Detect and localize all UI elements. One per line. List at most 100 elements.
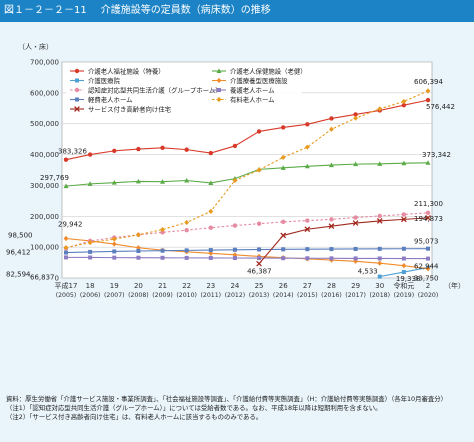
data-label: 96,412 — [6, 248, 31, 256]
data-point — [353, 115, 358, 121]
x-tick-label: 18 — [86, 282, 95, 290]
data-point — [111, 180, 117, 185]
x-tick-label: 30 — [375, 282, 384, 290]
data-point — [401, 98, 407, 105]
data-point — [257, 256, 262, 261]
x-tick-label: 令和元 — [393, 281, 414, 290]
data-label: 4,533 — [358, 268, 378, 276]
line-chart: 0 100,000 200,000 300,000 400,000 500,000 600,… — [6, 59, 465, 300]
data-point — [329, 217, 334, 222]
legend — [66, 64, 302, 114]
data-point — [377, 260, 383, 266]
data-point — [232, 247, 237, 252]
series-line — [65, 212, 429, 249]
x-tick-year: (2010) — [176, 292, 197, 299]
data-point — [184, 219, 190, 226]
data-point — [217, 88, 221, 92]
y-tick-label: 600,000 — [30, 89, 59, 97]
data-point — [305, 122, 310, 127]
y-tick-label: 100,000 — [30, 244, 59, 252]
x-tick-year: (2014) — [273, 292, 294, 299]
data-point — [426, 256, 430, 261]
y-tick-label: 0 — [55, 275, 59, 283]
legend-label: 介護療養型医療施設 — [230, 76, 288, 85]
data-label: 297,769 — [40, 174, 69, 182]
data-point — [136, 255, 141, 260]
data-point — [329, 116, 334, 121]
data-point — [184, 248, 189, 253]
data-point — [257, 247, 262, 252]
x-tick-label: 26 — [279, 282, 288, 290]
data-point — [63, 245, 69, 251]
data-point — [216, 68, 222, 73]
data-label: 29,942 — [58, 221, 83, 229]
data-point — [328, 162, 334, 168]
data-point — [353, 256, 358, 261]
data-point — [256, 129, 262, 134]
x-tick-year: (2019) — [394, 292, 415, 299]
data-point — [136, 146, 141, 152]
data-point — [280, 232, 287, 239]
data-point — [208, 255, 213, 260]
data-point — [74, 87, 80, 93]
data-point — [305, 256, 310, 261]
source-note: 資料：厚生労働省「介護サービス施設・事業所調査」、「社会福祉施設等調査」、「介護… — [6, 395, 448, 403]
y-tick-label: 500,000 — [30, 120, 59, 128]
x-tick-year: (2011) — [201, 292, 222, 299]
y-tick-label: 300,000 — [30, 182, 59, 190]
data-point — [160, 248, 165, 253]
data-point — [353, 246, 358, 251]
data-point — [377, 246, 382, 251]
data-point — [160, 255, 165, 260]
data-point — [160, 226, 165, 233]
data-point — [75, 97, 79, 102]
legend-label: 介護老人福祉施設（特養） — [88, 66, 165, 75]
data-point — [63, 183, 69, 189]
x-tick-label: 28 — [327, 282, 336, 290]
data-point — [184, 255, 189, 260]
chart-notes: 資料：厚生労働省「介護サービス施設・事業所調査」、「社会福祉施設等調査」、「介護… — [6, 395, 468, 422]
series-line — [65, 248, 429, 254]
x-tick-label: 19 — [110, 282, 119, 290]
data-point — [329, 247, 334, 252]
footnote-2: （注2）「サービス付き高齢者向け住宅」は、有料老人ホームに該当するもののみである… — [6, 413, 263, 421]
data-point — [352, 220, 359, 226]
figure-header: 図１－２－２－11 介護施設等の定員数（病床数）の推移 — [0, 0, 474, 22]
data-point — [136, 232, 141, 238]
x-tick-year: (2016) — [321, 292, 342, 299]
data-point — [425, 97, 431, 103]
data-point — [75, 78, 79, 83]
y-tick-label: 200,000 — [30, 213, 59, 221]
data-point — [280, 154, 286, 160]
data-point — [377, 106, 383, 112]
data-label: 576,442 — [426, 103, 455, 111]
figure-number: 図１－２－２－11 — [4, 5, 87, 16]
x-tick-label: 22 — [182, 282, 191, 290]
y-axis-label: （人・床） — [18, 43, 53, 51]
data-point — [184, 227, 189, 233]
data-label: 383,326 — [58, 148, 87, 156]
figure-title: 介護施設等の定員数（病床数）の推移 — [100, 5, 271, 16]
data-label: 98,500 — [8, 232, 33, 240]
x-tick-label: 25 — [255, 282, 264, 290]
data-point — [135, 178, 141, 184]
data-point — [426, 246, 430, 251]
x-tick-year: (2017) — [345, 292, 366, 299]
data-point — [63, 235, 69, 242]
series-line — [65, 162, 429, 187]
legend-label: 認知症対応型共同生活介護（グループホーム） — [88, 85, 222, 94]
data-point — [112, 255, 117, 260]
x-tick-year: (2007) — [104, 292, 125, 299]
data-point — [425, 160, 431, 165]
x-tick-label: 平成17 — [55, 281, 78, 290]
data-point — [111, 236, 117, 242]
x-tick-year: (2015) — [297, 292, 318, 299]
y-tick-label: 400,000 — [30, 151, 59, 159]
x-tick-year: (2012) — [225, 292, 246, 299]
data-point — [184, 177, 190, 183]
x-tick-label: 23 — [206, 282, 215, 290]
data-label: 194,873 — [414, 215, 443, 223]
x-tick-label: 29 — [351, 282, 360, 290]
data-point — [232, 252, 238, 258]
data-point — [87, 240, 93, 246]
